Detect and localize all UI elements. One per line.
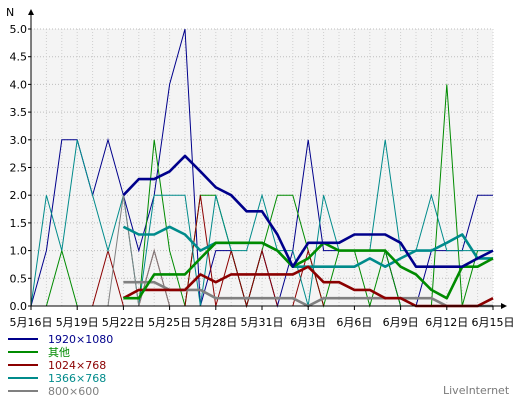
x-tick-label: 5月31日 — [241, 316, 284, 329]
legend-item-3: 1366×768 — [8, 372, 113, 385]
x-axis-arrow — [501, 303, 507, 309]
legend-swatch — [8, 338, 38, 340]
legend-item-2: 1024×768 — [8, 359, 113, 372]
legend-item-0: 1920×1080 — [8, 333, 113, 346]
line-chart: 0.00.51.01.52.02.53.03.54.04.55.0 5月16日 5… — [6, 6, 515, 329]
y-axis-label: N — [6, 6, 14, 19]
y-tick-label: 2.0 — [10, 189, 28, 202]
liveinternet-watermark: LiveInternet — [443, 384, 510, 397]
y-tick-label: 1.0 — [10, 245, 28, 258]
y-tick-label: 4.5 — [10, 51, 28, 64]
y-tick-label: 5.0 — [10, 23, 28, 36]
y-tick-labels: 0.0 0.5 1.0 1.5 2.0 2.5 3.0 3.5 4.0 4.5 5.0 — [10, 23, 28, 313]
legend-label: 其他 — [48, 346, 70, 359]
legend-label: 1920×1080 — [48, 333, 114, 346]
legend-label: 1366×768 — [48, 372, 107, 385]
x-tick-label: 5月25日 — [148, 316, 191, 329]
x-tick-label: 6月6日 — [336, 316, 372, 329]
avg-line-0 — [122, 154, 494, 269]
legend-label: 800×600 — [48, 385, 100, 398]
x-tick-label: 6月12日 — [425, 316, 468, 329]
legend: 1920×1080 其他 1024×768 1366×768 800×600 — [8, 333, 113, 398]
x-tick-label: 5月28日 — [194, 316, 237, 329]
y-axis-arrow — [28, 9, 34, 15]
y-tick-label: 3.0 — [10, 134, 28, 147]
legend-swatch — [8, 364, 38, 366]
y-tick-label: 4.0 — [10, 78, 28, 91]
y-tick-label: 2.5 — [10, 162, 28, 175]
legend-swatch — [8, 351, 38, 353]
legend-swatch — [8, 377, 38, 379]
x-tick-labels: 5月16日 5月19日 5月22日 5月25日 5月28日 5月31日 6月3日 6月6日 6月… — [10, 316, 515, 329]
axes — [28, 9, 507, 310]
legend-item-1: 其他 — [8, 346, 113, 359]
legend-label: 1024×768 — [48, 359, 107, 372]
y-tick-label: 1.5 — [10, 217, 28, 230]
y-tick-label: 0.0 — [10, 300, 28, 313]
x-tick-label: 5月16日 — [10, 316, 53, 329]
x-tick-label: 5月22日 — [102, 316, 145, 329]
avg-line-1 — [123, 241, 494, 300]
legend-item-4: 800×600 — [8, 385, 113, 398]
y-tick-label: 0.5 — [10, 272, 28, 285]
x-tick-label: 5月19日 — [56, 316, 99, 329]
x-tick-label: 6月3日 — [290, 316, 326, 329]
y-tick-label: 3.5 — [10, 106, 28, 119]
legend-swatch — [8, 390, 38, 392]
x-tick-label: 6月9日 — [383, 316, 419, 329]
x-tick-label: 6月15日 — [472, 316, 515, 329]
